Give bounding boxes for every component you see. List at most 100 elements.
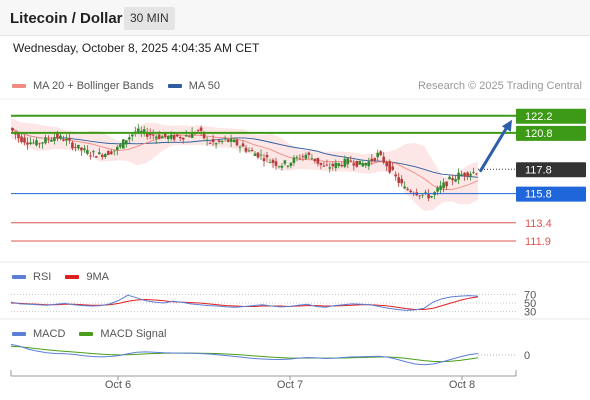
candle-body [199,127,203,131]
level-label-122.2: 122.2 [525,111,553,123]
candle-body [166,136,170,140]
ma50-line [10,127,479,178]
candle-body [11,128,14,131]
candle-body [53,137,56,141]
candle-body [80,147,83,151]
candle-body [71,142,74,149]
candle-body [409,190,412,193]
candle-body [256,152,260,158]
macd-legend: MACD MACD Signal [12,328,180,340]
rsi-9ma-swatch [65,275,80,279]
price-legend: MA 20 + Bollinger Bands MA 50 [12,80,234,92]
candle-body [131,134,134,137]
candle-body [307,152,311,155]
candle-body [421,194,424,196]
ma20-label: MA 20 + Bollinger Bands [33,80,154,92]
candle-body [445,181,448,187]
candle-body [448,176,451,180]
candle-body [26,142,29,145]
candle-body [41,142,44,144]
macd-label: MACD [33,328,66,340]
timeframe-badge[interactable]: 30 MIN [124,7,175,30]
level-label-115.8: 115.8 [525,189,552,201]
candle-body [238,146,242,148]
rsi-legend: RSI 9MA [12,271,123,283]
candle-body [397,177,400,183]
rsi-swatch [12,275,26,279]
candle-body [259,154,263,156]
candle-body [38,143,41,145]
x-tick-label: Oct 8 [449,379,475,391]
projection-arrow [478,123,511,173]
candle-body [406,188,409,190]
candle-body [283,160,287,164]
level-box-115.8 [516,186,586,202]
candle-body [382,156,385,163]
candle-body [472,172,475,173]
candle-body [370,158,374,161]
candle-body [289,162,293,166]
candle-body [59,135,62,138]
candle-body [268,162,272,163]
candle-body [457,172,460,180]
candle-body [137,128,140,132]
candle-body [439,185,442,190]
candle-body [475,173,478,175]
candle-body [119,144,122,148]
chart-header: Litecoin / Dollar 30 MIN [0,0,590,36]
candle-body [379,151,382,156]
candle-body [442,182,445,189]
candle-body [86,150,89,154]
candle-body [169,134,173,139]
candle-body [229,138,233,142]
candle-body [310,158,314,160]
candle-body [184,135,188,137]
bollinger-band [11,118,478,211]
candle-body [346,158,350,165]
candle-body [214,143,218,145]
ma50-swatch [167,84,182,88]
candle-body [196,130,200,132]
candle-body [163,133,167,137]
candle-body [157,134,161,139]
candle-body [298,158,302,160]
x-tick-label: Oct 7 [277,379,303,391]
candle-body [400,179,403,184]
macd-signal-label: MACD Signal [100,328,167,340]
candle-body [29,142,32,144]
candle-body [35,140,38,146]
rsi-label: RSI [33,271,52,283]
candle-body [160,136,164,139]
level-label-120.8: 120.8 [525,128,553,140]
macd-swatch [12,332,26,336]
candle-body [325,164,329,166]
candle-body [460,174,463,176]
candle-body [113,150,116,152]
level-label-111.9: 111.9 [525,236,551,248]
candle-body [286,165,290,167]
candle-body [175,134,179,137]
candle-body [364,163,368,166]
candle-body [223,138,227,140]
candle-body [151,134,155,136]
copyright-text: Research © 2025 Trading Central [417,80,582,92]
candle-body [466,172,469,177]
rsi-9ma-label: 9MA [86,271,109,283]
candle-body [241,143,245,147]
candle-body [349,160,353,162]
candle-body [250,150,254,152]
rsi-level-label: 50 [524,298,536,310]
candle-body [154,136,158,139]
legend-rsi-9ma: 9MA [65,271,109,283]
candle-body [232,139,236,143]
candle-body [74,147,77,148]
candle-body [128,137,131,140]
candle-body [190,132,194,138]
macd-signal-line [10,345,479,363]
candle-body [271,159,275,163]
candle-body [122,139,125,149]
candle-body [403,186,406,189]
candle-body [95,156,98,158]
candle-body [388,161,391,173]
